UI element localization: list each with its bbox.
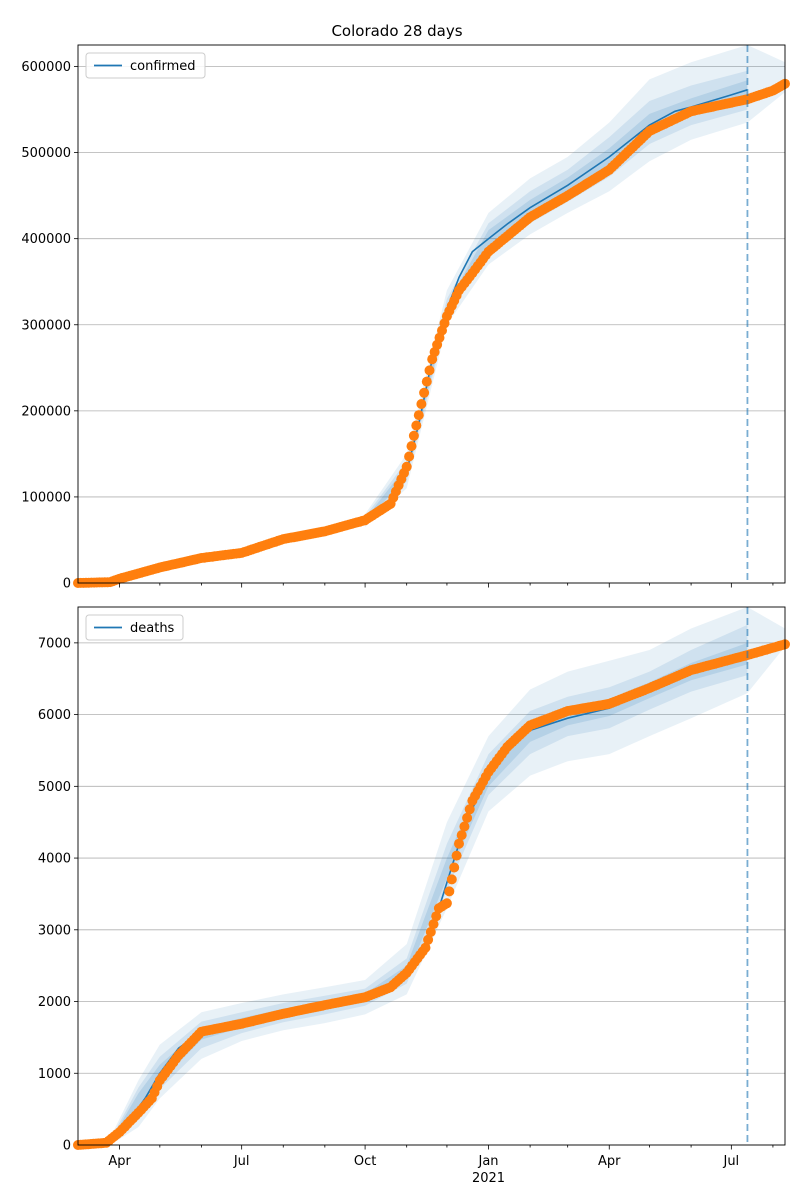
data-point (406, 441, 417, 452)
data-point (425, 927, 436, 937)
data-point (431, 911, 442, 922)
y-tick-label: 0 (63, 577, 71, 592)
y-tick-label: 600000 (21, 60, 71, 75)
y-tick-label: 4000 (38, 852, 71, 867)
x-tick-label: Apr (598, 1154, 621, 1169)
confidence-band-outer (365, 45, 785, 527)
legend: deaths (85, 614, 184, 641)
chart-title: Colorado 28 days (331, 22, 462, 40)
y-tick-label: 6000 (38, 708, 71, 723)
axes-frame (77, 606, 786, 1146)
data-point (401, 461, 412, 472)
data-point (424, 365, 435, 376)
y-tick-label: 400000 (21, 232, 71, 247)
y-tick-label: 0 (63, 1139, 71, 1154)
x-tick-label: Jul (722, 1154, 739, 1169)
y-tick-label: 100000 (21, 490, 71, 505)
y-tick-label: 200000 (21, 404, 71, 419)
y-tick-label: 300000 (21, 318, 71, 333)
data-point (420, 942, 431, 953)
y-tick-label: 3000 (38, 923, 71, 938)
y-tick-label: 500000 (21, 146, 71, 161)
data-point (449, 862, 460, 873)
x-tick-label: Apr (108, 1154, 131, 1169)
deaths-panel: 0 1000 2000 3000 4000 5000 6000 7000 Apr Jul Oct Ja… (38, 606, 790, 1186)
legend-label: confirmed (130, 59, 196, 74)
x-tick-label: Jan (477, 1154, 498, 1169)
data-point (404, 451, 415, 462)
y-tick-label: 2000 (38, 995, 71, 1010)
data-point (411, 420, 422, 431)
data-point (464, 804, 475, 815)
data-point (446, 874, 457, 885)
y-tick-label: 7000 (38, 636, 71, 651)
data-point (441, 898, 452, 909)
y-tick-label: 1000 (38, 1067, 71, 1082)
x-tick-label: Oct (354, 1154, 376, 1169)
data-point (423, 934, 434, 945)
confirmed-panel: 0 100000 200000 300000 400000 500000 600000 con… (21, 44, 790, 592)
legend: confirmed (85, 52, 206, 79)
data-point (462, 812, 473, 823)
data-point (421, 376, 432, 387)
data-point (454, 838, 464, 849)
data-point (459, 821, 470, 832)
data-point (408, 430, 419, 441)
data-point (428, 919, 439, 930)
legend-label: deaths (130, 621, 175, 636)
data-point (456, 830, 467, 841)
data-point (416, 399, 427, 409)
x-tick-year-label: 2021 (472, 1171, 505, 1186)
x-tick-label: Jul (233, 1154, 250, 1169)
observed-points (73, 639, 790, 1150)
data-point (444, 886, 455, 897)
axes-frame (77, 44, 786, 584)
legend-box (85, 52, 206, 79)
data-point (413, 410, 424, 421)
data-point (451, 850, 462, 861)
data-point (419, 387, 430, 398)
y-tick-label: 5000 (38, 780, 71, 795)
legend-box (85, 614, 184, 641)
observed-points (73, 78, 790, 588)
